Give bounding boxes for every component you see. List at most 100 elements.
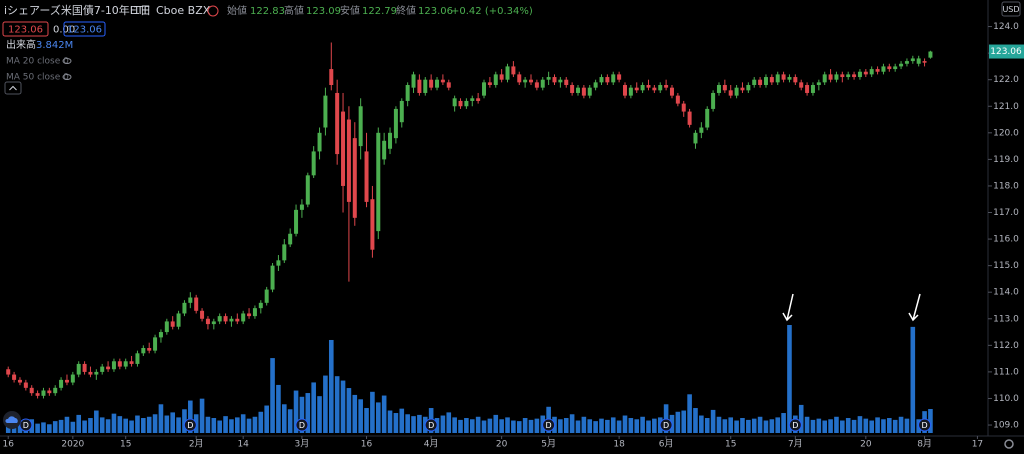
candle-body bbox=[746, 85, 751, 91]
status-icon[interactable] bbox=[207, 5, 219, 17]
candle-body bbox=[29, 387, 34, 394]
indicator[interactable]: MA 20 close 0 bbox=[6, 57, 69, 67]
close-label: 終値 bbox=[396, 4, 416, 17]
volume-bar bbox=[499, 419, 504, 433]
candle-body bbox=[893, 66, 898, 70]
candle-body bbox=[141, 347, 146, 354]
candle-body bbox=[346, 119, 351, 202]
y-tick-label: 120.0 bbox=[993, 128, 1019, 138]
candle-body bbox=[411, 74, 416, 88]
candle-body bbox=[816, 82, 821, 86]
currency-box[interactable] bbox=[1001, 1, 1021, 17]
volume-bar bbox=[346, 388, 352, 433]
candle-body bbox=[693, 132, 698, 144]
candle-body bbox=[100, 366, 105, 372]
volume-bar bbox=[223, 416, 228, 433]
volume-bar bbox=[235, 417, 240, 433]
candle-body bbox=[487, 82, 492, 86]
candle-body bbox=[834, 74, 839, 80]
volume-bar bbox=[199, 398, 205, 433]
volume-bar bbox=[311, 382, 316, 433]
volume-bar bbox=[270, 358, 275, 433]
candle-body bbox=[617, 74, 622, 80]
candle-body bbox=[282, 244, 287, 261]
candle-body bbox=[793, 77, 798, 83]
volume-bar bbox=[35, 423, 40, 433]
volume-bar bbox=[634, 419, 640, 433]
collapse-button[interactable] bbox=[4, 81, 22, 95]
candle-body bbox=[529, 79, 534, 83]
volume-bar bbox=[928, 409, 933, 433]
candle-body bbox=[675, 95, 680, 104]
volume-bar bbox=[728, 417, 734, 433]
volume-bar bbox=[52, 421, 58, 433]
volume-bar bbox=[375, 402, 381, 433]
x-tick-label: 18 bbox=[613, 440, 625, 450]
candle-body bbox=[476, 98, 481, 101]
eye-icon[interactable] bbox=[62, 74, 72, 80]
volume-bar bbox=[440, 415, 446, 433]
close-value: 123.06 bbox=[418, 6, 453, 17]
high-value: 123.09 bbox=[306, 6, 341, 17]
volume-bar bbox=[105, 419, 111, 433]
volume-bar bbox=[892, 419, 898, 433]
volume-bar bbox=[158, 404, 164, 433]
y-tick-label: 114.0 bbox=[993, 288, 1019, 298]
volume-bar bbox=[393, 413, 399, 433]
volume-bar bbox=[229, 419, 234, 433]
x-tick-label: 3月 bbox=[295, 439, 310, 450]
candle-body bbox=[323, 95, 328, 128]
volume-bar bbox=[299, 396, 305, 433]
settings-icon[interactable] bbox=[1004, 439, 1014, 449]
volume-bar bbox=[176, 417, 181, 433]
candle-body bbox=[452, 98, 457, 107]
y-tick-label: 115.0 bbox=[993, 261, 1019, 271]
volume-bar bbox=[381, 395, 387, 433]
volume-bar bbox=[787, 325, 792, 433]
candle-body bbox=[734, 87, 739, 96]
candle-body bbox=[775, 74, 780, 83]
volume-bar bbox=[869, 420, 874, 433]
candle-body bbox=[722, 85, 727, 91]
y-tick-label: 122.0 bbox=[993, 75, 1019, 85]
candle-body bbox=[881, 66, 886, 72]
open-label: 始値 bbox=[227, 4, 247, 17]
y-tick-label: 111.0 bbox=[993, 367, 1019, 377]
volume-bar bbox=[370, 391, 375, 433]
candle-body bbox=[423, 79, 428, 93]
candle-body bbox=[546, 77, 551, 80]
eye-icon[interactable] bbox=[62, 58, 72, 64]
bid-box[interactable] bbox=[2, 21, 49, 37]
volume-bar bbox=[464, 418, 469, 433]
change-value: +0.42 (+0.34%) bbox=[451, 6, 533, 17]
candle-body bbox=[53, 387, 58, 394]
volume-bar bbox=[152, 414, 158, 433]
volume-bar bbox=[810, 419, 816, 433]
candle-body bbox=[17, 379, 22, 383]
x-tick-label: 5月 bbox=[541, 439, 556, 450]
candle-body bbox=[904, 61, 909, 64]
candle-body bbox=[106, 366, 111, 370]
volume-bar bbox=[845, 418, 851, 433]
volume-bar bbox=[628, 418, 634, 433]
candle-body bbox=[628, 87, 633, 96]
volume-bar bbox=[746, 419, 751, 433]
volume-bar bbox=[117, 416, 123, 433]
dividend-marker bbox=[659, 418, 673, 432]
ask-box[interactable] bbox=[63, 21, 106, 37]
candle-body bbox=[305, 175, 310, 205]
candle-body bbox=[482, 82, 487, 96]
candle-body bbox=[922, 61, 927, 63]
dividend-marker bbox=[788, 418, 802, 432]
volume-bar bbox=[411, 416, 416, 433]
candle-body bbox=[505, 66, 510, 80]
volume-bar bbox=[599, 418, 604, 433]
x-tick-label: 15 bbox=[120, 440, 131, 450]
volume-bar bbox=[129, 420, 134, 433]
volume-bar bbox=[887, 418, 892, 433]
volume-bar bbox=[405, 414, 410, 433]
volume-bar bbox=[111, 413, 117, 433]
candle-body bbox=[523, 79, 528, 83]
candle-body bbox=[41, 390, 46, 396]
